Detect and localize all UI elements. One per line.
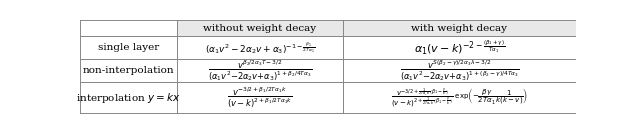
Text: interpolation $y = kx$: interpolation $y = kx$: [76, 91, 180, 105]
Text: without weight decay: without weight decay: [204, 24, 316, 33]
Bar: [80, 82, 177, 113]
Bar: [343, 20, 576, 36]
Text: $\dfrac{v^{-3/2+\frac{1}{2T\alpha_1 k}\left(\beta_1-\frac{\gamma}{k}\right)}}{(v: $\dfrac{v^{-3/2+\frac{1}{2T\alpha_1 k}\l…: [391, 86, 528, 109]
Bar: [80, 20, 177, 36]
Bar: [343, 36, 576, 59]
Text: $(\alpha_1 v^2 - 2\alpha_2 v + \alpha_3)^{-1-\frac{\beta_1}{2T\alpha_1}}$: $(\alpha_1 v^2 - 2\alpha_2 v + \alpha_3)…: [205, 40, 315, 56]
Bar: [80, 36, 177, 59]
Text: $\dfrac{v^{-3/2+\beta_1/2T\alpha_1 k}}{(v-k)^{2+\beta_1/2T\alpha_1 k}}$: $\dfrac{v^{-3/2+\beta_1/2T\alpha_1 k}}{(…: [227, 86, 292, 110]
Text: non-interpolation: non-interpolation: [83, 66, 174, 75]
Bar: [177, 36, 343, 59]
Text: $\alpha_1(v - k)^{-2-\frac{(\beta_1+\gamma)}{T\alpha_1}}$: $\alpha_1(v - k)^{-2-\frac{(\beta_1+\gam…: [414, 39, 505, 57]
Text: $\dfrac{v^{\beta_2/2\alpha_3 T-3/2}}{(\alpha_1 v^2{-}2\alpha_2 v{+}\alpha_3)^{1+: $\dfrac{v^{\beta_2/2\alpha_3 T-3/2}}{(\a…: [207, 58, 312, 83]
Text: with weight decay: with weight decay: [412, 24, 508, 33]
Bar: [177, 82, 343, 113]
Bar: [343, 82, 576, 113]
Text: single layer: single layer: [98, 43, 159, 52]
Text: $\dfrac{v^{S(\beta_2-\gamma)/2\alpha_3\lambda-3/2}}{(\alpha_1 v^2{-}2\alpha_2 v{: $\dfrac{v^{S(\beta_2-\gamma)/2\alpha_3\l…: [399, 58, 519, 83]
Bar: [177, 20, 343, 36]
Bar: [177, 59, 343, 82]
Bar: [343, 59, 576, 82]
Bar: [80, 59, 177, 82]
